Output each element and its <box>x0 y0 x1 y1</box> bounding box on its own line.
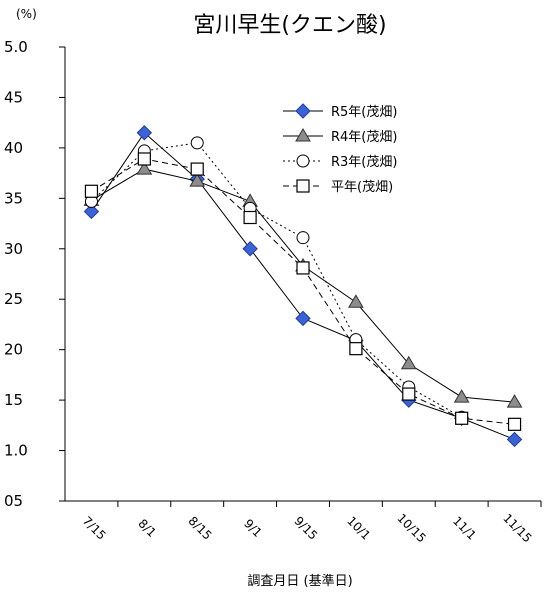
y-unit-label: (%) <box>16 7 37 21</box>
y-tick-label: 5.0 <box>4 38 28 56</box>
data-point <box>296 261 310 275</box>
x-tick-label: 10/1 <box>344 514 373 543</box>
x-tick-label: 11/1 <box>450 514 479 543</box>
legend-item: 平年(茂畑) <box>283 179 393 195</box>
series-line <box>91 158 515 425</box>
data-point <box>455 411 469 425</box>
series-line <box>91 142 462 418</box>
y-tick-label: 25 <box>4 290 23 308</box>
data-point <box>243 210 257 225</box>
series-circle <box>84 136 469 424</box>
chart-title: 宮川早生(クエン酸) <box>193 13 386 38</box>
series-layer <box>83 125 523 448</box>
data-point <box>190 162 204 176</box>
legend-marker <box>295 128 311 142</box>
y-tick-label: 40 <box>4 139 23 157</box>
legend-label: R3年(茂畑) <box>331 155 397 170</box>
data-point <box>400 355 417 370</box>
y-tick-label: 30 <box>4 240 23 258</box>
data-point <box>507 417 522 431</box>
x-tick-label: 10/15 <box>394 511 428 545</box>
series-line <box>91 168 515 403</box>
data-point <box>84 184 99 198</box>
data-point <box>83 203 100 220</box>
data-point <box>242 241 258 257</box>
data-point <box>136 161 153 175</box>
data-point <box>506 431 523 448</box>
data-point <box>402 387 416 401</box>
data-point <box>295 310 311 327</box>
y-tick-label: 35 <box>4 189 23 207</box>
x-tick-label: 9/1 <box>241 516 265 540</box>
x-tick-label: 8/1 <box>135 516 159 540</box>
y-tick-label: 15 <box>4 391 23 409</box>
axes: 05 1.0 15 20 25 30 35 40 45 5.0 7/15 8/1 8/15 9/1 9/15… <box>4 38 542 545</box>
x-axis-label: 調査月日 (基準日) <box>247 573 352 589</box>
y-tick-label: 20 <box>4 341 23 359</box>
x-tick-label: 8/15 <box>186 514 215 543</box>
legend-item: R5年(茂畑) <box>283 103 397 120</box>
legend-marker <box>295 103 311 119</box>
legend-label: R4年(茂畑) <box>331 130 397 145</box>
legend-marker <box>296 154 310 168</box>
data-point <box>136 125 153 141</box>
legend-item: R4年(茂畑) <box>283 128 397 145</box>
series-line <box>91 132 515 440</box>
x-tick-label: 9/15 <box>291 514 320 543</box>
data-point <box>453 389 470 403</box>
series-triangle <box>83 161 523 408</box>
legend-label: 平年(茂畑) <box>331 180 393 195</box>
y-tick-label: 05 <box>4 492 23 510</box>
data-point <box>137 152 151 166</box>
legend-marker <box>296 179 310 193</box>
series-square <box>84 152 522 431</box>
data-point <box>296 231 310 245</box>
legend-label: R5年(茂畑) <box>331 105 397 120</box>
data-point <box>349 342 363 356</box>
legend-item: R3年(茂畑) <box>283 154 397 170</box>
y-tick-label: 1.0 <box>4 442 28 460</box>
data-point <box>189 173 206 187</box>
data-point <box>506 394 523 408</box>
data-point <box>190 136 204 150</box>
legend: R5年(茂畑) R4年(茂畑) R3年(茂畑) 平年(茂畑) <box>283 103 397 195</box>
x-tick-label: 11/15 <box>500 511 534 545</box>
x-tick-label: 7/15 <box>80 514 109 543</box>
y-tick-label: 45 <box>4 88 23 106</box>
data-point <box>348 294 364 308</box>
